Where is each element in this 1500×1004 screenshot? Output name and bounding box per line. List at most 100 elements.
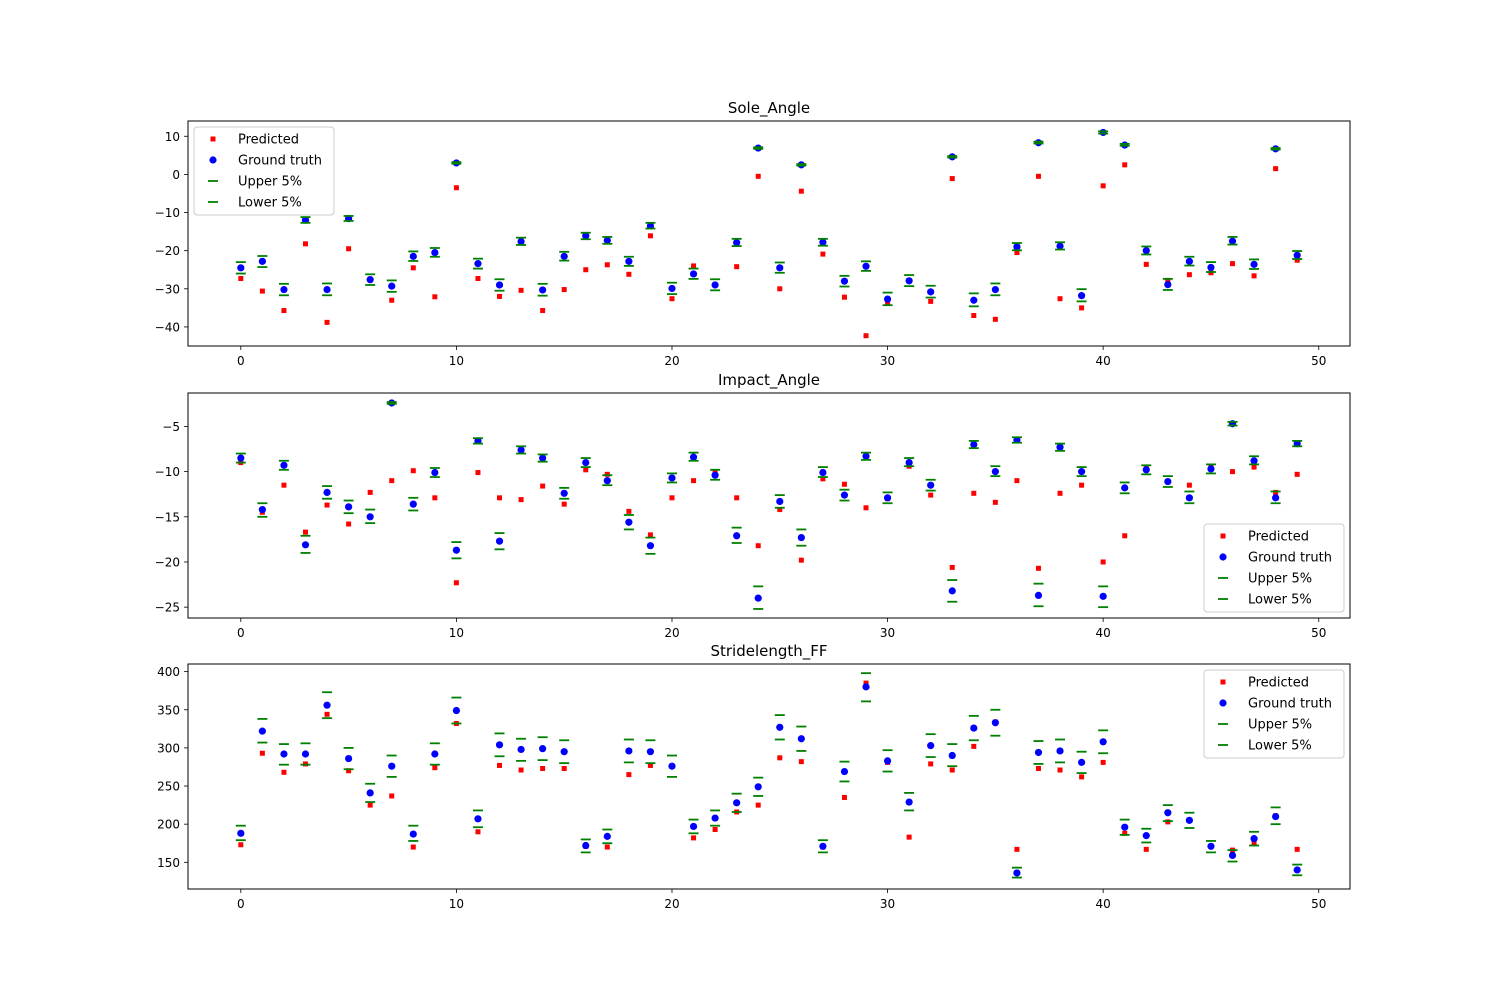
legend-label: Upper 5% <box>1248 572 1312 587</box>
predicted-point <box>1273 489 1279 495</box>
x-tick-label: 30 <box>880 626 895 640</box>
panel-sole-angle: Sole_Angle 0 10 20 30 40 50 −40 −30 −20 −10 0 10 Pred… <box>155 99 1351 368</box>
series-predicted <box>238 680 1300 853</box>
predicted-point <box>734 264 740 270</box>
predicted-point <box>971 312 977 318</box>
ground-truth-point <box>1272 812 1280 821</box>
legend-marker <box>1219 553 1227 561</box>
predicted-point <box>1079 482 1085 488</box>
ground-truth-point <box>431 248 439 257</box>
predicted-point <box>475 276 481 281</box>
predicted-point <box>346 521 352 527</box>
predicted-point <box>992 316 998 322</box>
predicted-point <box>367 489 373 495</box>
predicted-point <box>949 564 955 570</box>
predicted-point <box>432 495 438 501</box>
predicted-point <box>1251 273 1257 279</box>
series-predicted <box>238 460 1300 586</box>
predicted-point <box>540 308 546 314</box>
ground-truth-point <box>409 830 417 838</box>
ground-truth-point <box>970 724 978 732</box>
predicted-point <box>1165 277 1171 283</box>
predicted-point <box>281 308 287 314</box>
ground-truth-point <box>280 461 288 469</box>
predicted-point <box>906 834 912 840</box>
predicted-point <box>604 471 610 477</box>
ground-truth-point <box>1056 747 1064 755</box>
predicted-point <box>755 173 761 179</box>
predicted-point <box>453 580 459 586</box>
y-tick-label: −30 <box>155 282 180 296</box>
predicted-point <box>432 294 438 300</box>
ground-truth-point <box>388 282 396 290</box>
ground-truth-point <box>539 745 547 753</box>
legend-marker <box>1220 533 1226 539</box>
predicted-point <box>755 543 761 549</box>
legend-label: Predicted <box>238 133 299 148</box>
predicted-point <box>755 802 761 808</box>
axes-frame <box>187 120 1351 347</box>
series-ground-truth <box>237 683 1301 877</box>
legend-marker <box>1219 699 1227 707</box>
panel-title: Stridelength_FF <box>710 642 827 661</box>
predicted-point <box>928 298 934 304</box>
legend-box <box>193 126 335 216</box>
predicted-point <box>540 483 546 489</box>
ground-truth-point <box>1099 592 1107 600</box>
ground-truth-point <box>1013 869 1021 877</box>
ground-truth-point <box>927 481 935 489</box>
ground-truth-point <box>646 748 655 756</box>
predicted-point <box>561 287 567 293</box>
predicted-point <box>281 482 287 488</box>
x-tick-label: 20 <box>664 897 679 911</box>
y-tick-label: 250 <box>157 780 180 794</box>
ground-truth-point <box>1185 816 1193 824</box>
ground-truth-point <box>625 518 633 526</box>
ground-truth-point <box>1207 842 1215 850</box>
ground-truth-point <box>754 783 762 791</box>
ground-truth-point <box>797 533 805 542</box>
predicted-point <box>518 287 524 293</box>
predicted-point <box>863 505 869 511</box>
predicted-point <box>691 263 697 269</box>
ground-truth-point <box>474 815 482 823</box>
y-tick-label: 400 <box>157 665 180 679</box>
ground-truth-point <box>625 747 633 755</box>
predicted-point <box>324 711 330 717</box>
ground-truth-point <box>1034 591 1043 600</box>
ground-truth-point <box>991 719 999 727</box>
series-lower-5 <box>235 132 1303 308</box>
legend-label: Lower 5% <box>238 196 302 211</box>
predicted-point <box>626 508 632 514</box>
ground-truth-point <box>819 468 827 477</box>
panel-title: Impact_Angle <box>718 371 820 390</box>
ground-truth-point <box>689 453 698 461</box>
legend-label: Predicted <box>1248 530 1309 545</box>
ground-truth-point <box>1207 465 1215 473</box>
ground-truth-point <box>495 537 504 545</box>
ground-truth-point <box>1077 468 1086 476</box>
legend-box <box>1203 669 1345 759</box>
ground-truth-point <box>840 491 849 499</box>
predicted-point <box>992 499 998 505</box>
x-tick-label: 10 <box>449 354 464 368</box>
predicted-point <box>863 333 869 339</box>
predicted-point <box>1035 565 1041 571</box>
ground-truth-point <box>1142 832 1150 840</box>
predicted-point <box>1251 840 1257 846</box>
predicted-point <box>691 478 697 484</box>
series-ground-truth <box>237 399 1301 602</box>
series-upper-5 <box>235 130 1303 295</box>
ground-truth-point <box>1207 263 1215 272</box>
y-tick-label: 300 <box>157 741 180 755</box>
ground-truth-point <box>927 742 935 750</box>
ground-truth-point <box>1250 835 1258 843</box>
ground-truth-point <box>927 288 935 296</box>
legend: Predicted Ground truth Upper 5% Lower 5% <box>1203 523 1345 613</box>
series-predicted <box>238 162 1300 339</box>
predicted-point <box>1251 464 1257 470</box>
legend-label: Ground truth <box>238 154 322 169</box>
ground-truth-point <box>1077 292 1086 300</box>
ground-truth-point <box>280 750 288 758</box>
